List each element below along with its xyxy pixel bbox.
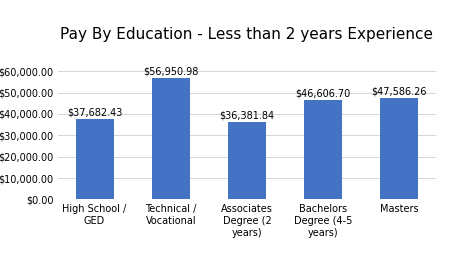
Text: $56,950.98: $56,950.98: [143, 66, 198, 76]
Bar: [304, 100, 342, 199]
Text: $46,606.70: $46,606.70: [295, 89, 351, 99]
Text: $37,682.43: $37,682.43: [67, 108, 122, 118]
Title: Pay By Education - Less than 2 years Experience: Pay By Education - Less than 2 years Exp…: [61, 27, 433, 42]
Bar: [380, 98, 418, 199]
Bar: [228, 122, 266, 199]
Text: $36,381.84: $36,381.84: [220, 111, 274, 120]
Text: $47,586.26: $47,586.26: [372, 86, 427, 96]
Bar: [75, 119, 114, 199]
Bar: [152, 78, 190, 199]
